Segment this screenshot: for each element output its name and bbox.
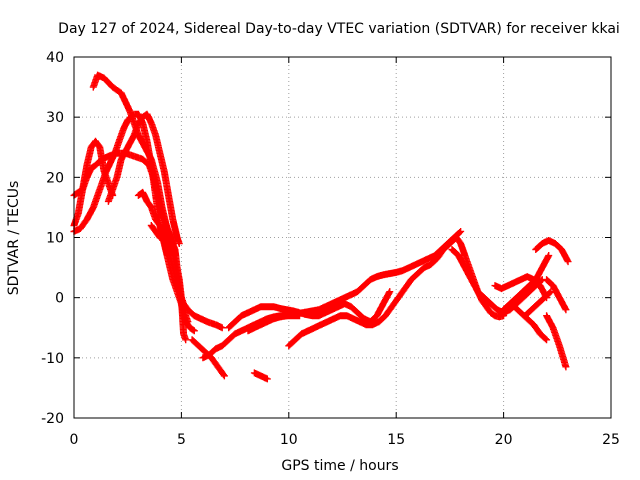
data-series: [285, 234, 508, 350]
data-series: [448, 246, 546, 317]
x-tick-label: 0: [70, 432, 79, 448]
chart-title: Day 127 of 2024, Sidereal Day-to-day VTE…: [58, 21, 620, 37]
data-point: [521, 288, 555, 320]
data-point: [285, 234, 508, 350]
data-series: [250, 369, 271, 383]
data-markers: [70, 71, 572, 383]
x-tick-label: 5: [177, 432, 186, 448]
axes: -20 -10 0 10 20 30 40 0 5 10 15 20 25: [41, 50, 620, 448]
data-point: [500, 252, 553, 314]
data-point: [199, 312, 304, 362]
data-point: [147, 222, 226, 332]
plot-frame: [73, 56, 612, 419]
y-tick-label: 40: [46, 50, 64, 66]
data-series: [500, 252, 553, 314]
data-series: [70, 137, 117, 229]
x-tick-label: 25: [602, 432, 620, 448]
data-series: [199, 312, 304, 362]
data-point: [543, 312, 570, 371]
y-tick-label: -20: [41, 411, 64, 427]
data-series: [532, 237, 572, 266]
x-tick-label: 20: [495, 432, 513, 448]
data-series: [70, 149, 190, 344]
data-point: [104, 110, 183, 248]
gridlines: [74, 57, 611, 418]
data-series: [521, 288, 555, 320]
x-tick-label: 15: [387, 432, 405, 448]
data-point: [70, 137, 117, 229]
data-series: [134, 188, 177, 248]
data-point: [448, 246, 546, 317]
x-tick-label: 10: [280, 432, 298, 448]
data-point: [70, 149, 190, 344]
data-series: [543, 312, 570, 371]
data-series: [147, 222, 226, 332]
y-tick-label: 30: [46, 110, 64, 126]
data-point: [543, 276, 570, 314]
data-series: [104, 110, 183, 248]
data-point: [250, 369, 271, 383]
data-point: [134, 188, 177, 248]
x-axis-label: GPS time / hours: [281, 458, 398, 474]
data-series: [543, 276, 570, 314]
y-tick-label: 20: [46, 170, 64, 186]
data-point: [532, 237, 572, 266]
y-axis-label: SDTVAR / TECUs: [6, 181, 22, 296]
y-tick-label: 0: [55, 291, 64, 307]
y-tick-label: -10: [41, 351, 64, 367]
y-tick-label: 10: [46, 231, 64, 247]
